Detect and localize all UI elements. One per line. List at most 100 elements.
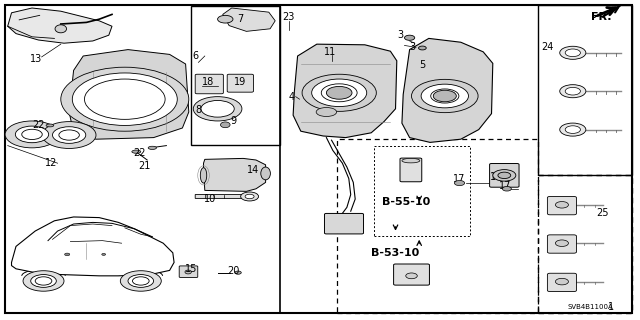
Text: 17: 17 — [453, 173, 466, 184]
Circle shape — [560, 123, 586, 136]
Text: 10: 10 — [204, 194, 216, 204]
Text: 14: 14 — [246, 164, 259, 175]
Text: B-55-10: B-55-10 — [382, 197, 431, 207]
Circle shape — [454, 180, 465, 186]
Ellipse shape — [185, 270, 191, 274]
Ellipse shape — [261, 167, 270, 180]
Circle shape — [498, 172, 511, 179]
Text: B-53-10: B-53-10 — [371, 248, 420, 258]
Text: 3: 3 — [410, 42, 416, 52]
Ellipse shape — [200, 168, 207, 183]
Circle shape — [15, 126, 49, 143]
Text: 9: 9 — [230, 116, 237, 126]
Circle shape — [326, 86, 352, 99]
Polygon shape — [223, 8, 275, 31]
Text: 17: 17 — [499, 181, 512, 191]
Circle shape — [565, 49, 580, 57]
Text: 19: 19 — [234, 76, 246, 87]
Text: 13: 13 — [30, 54, 43, 64]
Circle shape — [421, 84, 468, 108]
Circle shape — [241, 192, 259, 201]
Circle shape — [54, 127, 84, 143]
Ellipse shape — [65, 253, 70, 256]
Circle shape — [120, 271, 161, 291]
Text: 20: 20 — [227, 266, 240, 276]
Circle shape — [321, 84, 357, 102]
Text: 16: 16 — [490, 172, 502, 182]
Ellipse shape — [402, 158, 420, 163]
Circle shape — [17, 127, 47, 142]
Text: 6: 6 — [192, 51, 198, 61]
Circle shape — [61, 67, 189, 131]
Polygon shape — [195, 195, 248, 198]
Text: 24: 24 — [541, 42, 554, 52]
FancyBboxPatch shape — [195, 74, 223, 94]
FancyBboxPatch shape — [394, 264, 429, 285]
Text: 25: 25 — [596, 208, 609, 218]
Text: 22: 22 — [133, 148, 146, 158]
FancyBboxPatch shape — [490, 164, 519, 187]
Circle shape — [412, 79, 478, 113]
Circle shape — [302, 74, 376, 111]
Circle shape — [201, 100, 234, 117]
Circle shape — [32, 275, 55, 287]
Text: 22: 22 — [32, 120, 45, 131]
Polygon shape — [402, 38, 493, 142]
Circle shape — [132, 277, 149, 285]
Circle shape — [424, 86, 465, 106]
Ellipse shape — [46, 124, 54, 127]
Text: 8: 8 — [195, 105, 202, 116]
Circle shape — [129, 275, 152, 287]
Circle shape — [23, 271, 64, 291]
Circle shape — [433, 90, 456, 102]
Circle shape — [22, 129, 42, 140]
Polygon shape — [293, 44, 397, 138]
Circle shape — [502, 187, 511, 191]
Text: 3: 3 — [397, 29, 403, 40]
Circle shape — [128, 275, 154, 287]
Circle shape — [431, 89, 459, 103]
Circle shape — [193, 97, 242, 121]
Ellipse shape — [406, 273, 417, 279]
Ellipse shape — [102, 253, 106, 255]
Text: 15: 15 — [184, 264, 197, 274]
Circle shape — [556, 202, 568, 208]
Polygon shape — [69, 50, 189, 139]
Bar — [538, 5, 632, 175]
Text: FR.: FR. — [591, 12, 611, 22]
Ellipse shape — [220, 122, 230, 128]
Circle shape — [404, 35, 415, 40]
FancyBboxPatch shape — [547, 196, 577, 215]
Text: SVB4B1100A: SVB4B1100A — [568, 304, 613, 310]
Circle shape — [52, 127, 86, 143]
Circle shape — [72, 73, 177, 125]
Text: 12: 12 — [45, 158, 58, 168]
Circle shape — [315, 81, 364, 105]
Bar — [280, 5, 632, 313]
Circle shape — [59, 130, 79, 140]
Circle shape — [556, 278, 568, 285]
Polygon shape — [8, 8, 112, 43]
Circle shape — [35, 277, 52, 285]
Bar — [538, 175, 632, 313]
Circle shape — [493, 170, 516, 181]
Text: 1: 1 — [608, 301, 614, 312]
Circle shape — [245, 194, 254, 199]
Ellipse shape — [55, 25, 67, 33]
Circle shape — [5, 121, 59, 148]
Ellipse shape — [316, 108, 337, 116]
Circle shape — [556, 240, 568, 246]
Circle shape — [565, 87, 580, 95]
FancyBboxPatch shape — [179, 266, 198, 277]
Circle shape — [312, 79, 367, 107]
Text: 23: 23 — [282, 12, 295, 22]
Text: 4: 4 — [288, 92, 294, 102]
Circle shape — [42, 122, 96, 148]
Text: 21: 21 — [138, 161, 150, 172]
Bar — [337, 139, 538, 313]
FancyBboxPatch shape — [400, 158, 422, 182]
Text: 18: 18 — [202, 76, 214, 87]
Polygon shape — [594, 6, 621, 18]
Polygon shape — [204, 158, 266, 191]
FancyBboxPatch shape — [547, 273, 577, 292]
